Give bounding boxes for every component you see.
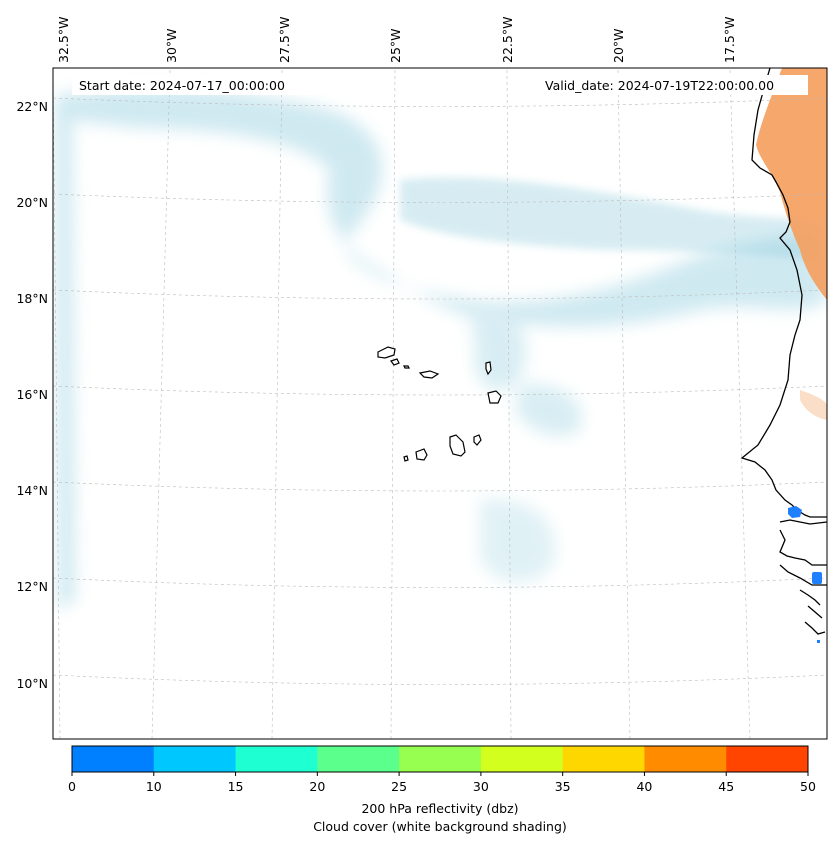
parallel-20n <box>53 193 827 203</box>
lat-label-16n: 16°N <box>16 387 48 402</box>
lat-label-18n: 18°N <box>16 291 48 306</box>
map-frame <box>52 67 828 740</box>
cloud-patch-east <box>515 384 582 437</box>
echo-small <box>817 640 820 643</box>
colorbar-segment-1 <box>153 746 237 772</box>
map-background <box>53 68 827 739</box>
coastline-senegal-gambia <box>779 519 827 635</box>
colorbar-tick-label: 50 <box>800 779 816 794</box>
colorbar-segment-5 <box>480 746 564 772</box>
parallel-12n <box>53 577 827 588</box>
island-sal <box>485 361 492 376</box>
valid-date-background <box>538 75 808 95</box>
colorbar-tick-label: 35 <box>555 779 571 794</box>
lon-label-25w: 25°W <box>388 28 403 63</box>
parallel-10n <box>53 674 827 685</box>
island-santiago <box>449 434 466 457</box>
reflectivity-echoes <box>788 506 822 643</box>
coastline <box>740 68 827 635</box>
land-shading-orange <box>756 68 827 300</box>
island-sao-vicente <box>390 358 400 366</box>
coastline-africa-west <box>740 68 827 518</box>
cloud-cover-shading <box>55 87 827 610</box>
graticule <box>53 69 827 739</box>
start-date-box: Start date: 2024-07-17_00:00:00 <box>72 75 318 95</box>
lon-label-27-5w: 27.5°W <box>277 17 292 63</box>
longitude-labels: 32.5°W 30°W 27.5°W 25°W 22.5°W 20°W 17.5… <box>56 17 737 63</box>
colorbar-segment-6 <box>562 746 645 772</box>
lat-label-20n: 20°N <box>16 195 48 210</box>
island-maio <box>473 434 482 446</box>
lat-label-10n: 10°N <box>16 676 48 691</box>
cloud-band-west <box>55 95 75 610</box>
valid-date-label: Valid_date: 2024-07-19T22:00:00.00 <box>545 78 774 93</box>
lon-label-22-5w: 22.5°W <box>500 17 515 63</box>
parallel-14n <box>53 481 827 492</box>
colorbar: 0 10 15 20 25 30 35 40 45 50 <box>68 745 816 794</box>
island-brava <box>403 455 409 462</box>
parallel-16n <box>53 385 827 396</box>
colorbar-tick-label: 0 <box>68 779 76 794</box>
colorbar-segment-8 <box>726 746 809 772</box>
parallel-22n <box>53 97 827 107</box>
map-panel <box>53 68 827 739</box>
echo-guinea-bissau <box>812 572 822 584</box>
valid-date-box: Valid_date: 2024-07-19T22:00:00.00 <box>538 75 808 95</box>
colorbar-tick-label: 15 <box>228 779 244 794</box>
island-santa-luzia <box>403 365 410 369</box>
land-shading <box>756 68 827 420</box>
cape-verde-islands <box>377 346 502 462</box>
colorbar-tick-label: 10 <box>146 779 162 794</box>
cloud-band-north <box>60 87 827 327</box>
colorbar-label: 200 hPa reflectivity (dbz) <box>361 801 518 816</box>
colorbar-segment-7 <box>644 746 727 772</box>
colorbar-tick-label: 20 <box>309 779 325 794</box>
echo-gambia <box>788 506 802 518</box>
island-boa-vista <box>487 390 502 404</box>
colorbar-segment-4 <box>399 746 482 772</box>
lat-label-12n: 12°N <box>16 579 48 594</box>
lat-label-22n: 22°N <box>16 99 48 114</box>
island-santo-antao <box>377 346 396 359</box>
island-sao-nicolau <box>418 370 440 379</box>
parallel-18n <box>53 289 827 300</box>
colorbar-segment-2 <box>235 746 318 772</box>
lon-label-30w: 30°W <box>164 28 179 63</box>
colorbar-tick-label: 25 <box>391 779 407 794</box>
start-date-label: Start date: 2024-07-17_00:00:00 <box>79 78 285 93</box>
colorbar-sublabel: Cloud cover (white background shading) <box>313 819 567 834</box>
lon-label-32-5w: 32.5°W <box>56 17 71 63</box>
colorbar-tick-label: 30 <box>473 779 489 794</box>
lon-label-17-5w: 17.5°W <box>722 17 737 63</box>
lon-label-20w: 20°W <box>611 28 626 63</box>
start-date-background <box>72 75 318 95</box>
lat-label-14n: 14°N <box>16 483 48 498</box>
colorbar-segment-0 <box>72 746 155 772</box>
colorbar-tick-label: 40 <box>636 779 652 794</box>
cloud-core <box>400 177 820 260</box>
cloud-patch-south <box>480 499 556 583</box>
island-fogo <box>415 448 428 461</box>
colorbar-segment-3 <box>317 746 400 772</box>
latitude-labels: 22°N 20°N 18°N 16°N 14°N 12°N 10°N <box>16 99 48 691</box>
colorbar-tick-label: 45 <box>718 779 734 794</box>
cloud-patch-center <box>470 308 527 390</box>
colorbar-frame <box>71 745 809 773</box>
